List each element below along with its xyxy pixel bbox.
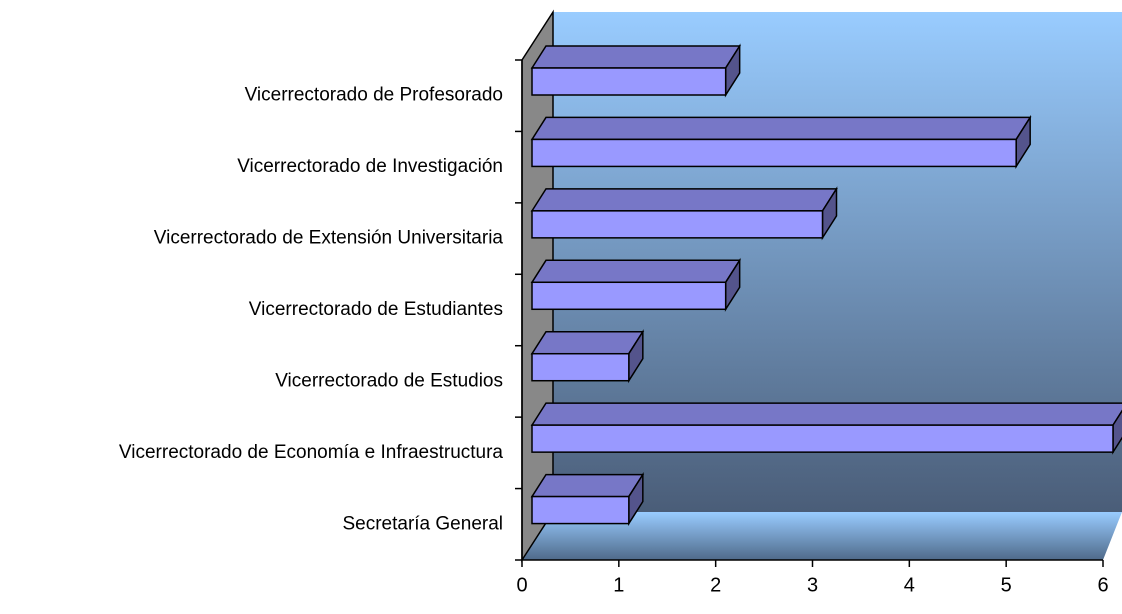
bar: [531, 281, 727, 311]
bar-top: [530, 45, 742, 69]
bar: [531, 495, 630, 525]
bar: [531, 352, 630, 382]
y-tick-label: Vicerrectorado de Estudios: [275, 370, 503, 391]
bar-top: [530, 473, 645, 498]
x-tick-label: 2: [710, 574, 721, 596]
x-tick-label: 1: [613, 574, 624, 596]
x-tick-label: 3: [807, 574, 818, 596]
y-tick-label: Vicerrectorado de Investigación: [237, 156, 503, 177]
y-tick-label: Vicerrectorado de Economía e Infraestruc…: [119, 442, 504, 463]
bar-top: [530, 259, 742, 284]
x-tick-label: 5: [1001, 574, 1012, 596]
bar: [531, 210, 824, 239]
bar-top: [530, 116, 1032, 141]
bar-top: [530, 330, 645, 355]
y-tick-label: Vicerrectorado de Profesorado: [245, 85, 503, 106]
bar: [531, 424, 1114, 453]
y-tick-label: Vicerrectorado de Extensión Universitari…: [154, 228, 504, 249]
y-tick-label: Secretaría General: [342, 513, 503, 534]
bar-top: [530, 188, 838, 212]
x-tick-label: 6: [1097, 574, 1108, 596]
x-tick-label: 0: [516, 574, 527, 596]
x-tick-label: 4: [904, 574, 915, 596]
floor: [522, 512, 1122, 560]
bar: [531, 67, 727, 96]
bar: [531, 138, 1017, 168]
bar-top: [530, 402, 1122, 426]
y-tick-label: Vicerrectorado de Estudiantes: [249, 299, 503, 320]
